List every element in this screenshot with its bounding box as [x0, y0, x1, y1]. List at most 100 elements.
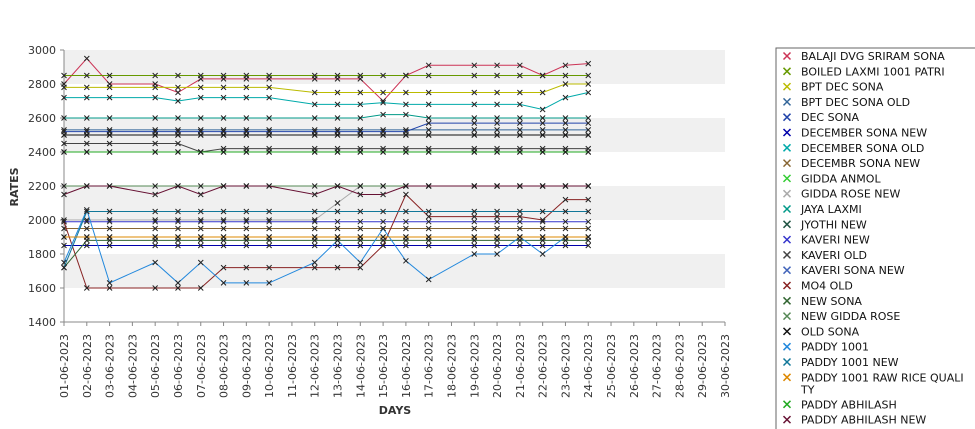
plot-background	[64, 50, 725, 322]
data-point	[494, 127, 500, 133]
grid-band	[64, 50, 725, 84]
legend-marker	[782, 400, 792, 409]
data-point	[357, 89, 364, 96]
x-tick-label: 28-06-2023	[673, 334, 686, 398]
legend-marker	[782, 327, 792, 336]
data-point	[380, 234, 386, 240]
data-point	[403, 72, 409, 79]
data-point	[585, 234, 592, 240]
data-point	[494, 234, 500, 240]
data-point	[61, 72, 67, 79]
data-point	[243, 218, 250, 225]
data-point	[266, 264, 272, 271]
data-point	[243, 132, 250, 138]
data-point	[334, 89, 341, 96]
data-point	[380, 225, 386, 232]
legend-marker	[782, 67, 792, 76]
data-point	[311, 149, 318, 155]
data-point	[585, 149, 592, 155]
data-point	[334, 264, 341, 271]
data-point	[106, 242, 113, 249]
data-point	[152, 132, 159, 138]
data-point	[220, 183, 227, 189]
data-point	[197, 183, 204, 189]
legend: BALAJI DVG SRIRAM SONA BOILED LAXMI 1001 …	[775, 47, 975, 429]
legend-item: KAVERI NEW	[782, 234, 870, 247]
data-point	[334, 234, 341, 240]
legend-label: KAVERI SONA NEW	[801, 264, 905, 277]
data-point	[266, 115, 272, 121]
x-tick-label: 09-06-2023	[240, 334, 253, 398]
data-point	[61, 140, 67, 147]
data-point	[425, 120, 432, 126]
legend-label: GIDDA ANMOL	[801, 172, 881, 185]
x-tick-label: 22-06-2023	[537, 334, 550, 398]
legend-item: KAVERI SONA NEW	[782, 264, 905, 277]
data-point	[585, 120, 592, 126]
data-point	[357, 183, 364, 189]
data-point	[83, 72, 90, 79]
data-point	[175, 72, 181, 79]
data-point	[471, 208, 478, 215]
data-point	[494, 218, 500, 225]
data-point	[562, 196, 569, 203]
data-point	[197, 234, 204, 240]
data-point	[243, 242, 250, 249]
data-point	[83, 242, 90, 249]
legend-label: PADDY ABHILASH	[801, 398, 897, 411]
legend-marker	[782, 342, 792, 351]
data-point	[357, 264, 364, 271]
data-point	[220, 234, 227, 240]
legend-marker	[782, 220, 792, 229]
legend-marker	[782, 174, 792, 183]
data-point	[243, 208, 250, 215]
legend-marker	[782, 250, 792, 259]
data-point	[494, 120, 500, 126]
data-point	[152, 234, 159, 240]
data-point	[220, 115, 227, 121]
data-point	[311, 264, 318, 271]
legend-marker	[782, 159, 792, 168]
data-point	[61, 183, 67, 189]
data-point	[494, 132, 500, 138]
data-point	[425, 218, 432, 225]
legend-marker	[782, 97, 792, 106]
data-point	[266, 132, 272, 138]
data-point	[83, 208, 90, 215]
data-point	[471, 251, 478, 257]
x-tick-label: 14-06-2023	[354, 334, 367, 398]
data-point	[471, 115, 478, 121]
data-point	[152, 72, 159, 79]
series-22	[61, 149, 592, 155]
data-point	[220, 280, 227, 286]
data-point	[334, 115, 341, 121]
data-point	[403, 183, 409, 189]
series-15	[61, 191, 592, 291]
legend-label: BPT DEC SONA	[801, 81, 884, 94]
x-tick-label: 15-06-2023	[377, 334, 390, 398]
data-point	[266, 280, 272, 286]
data-point	[539, 225, 546, 232]
data-point	[380, 218, 386, 225]
data-point	[61, 218, 67, 225]
data-point	[311, 101, 318, 108]
data-point	[106, 149, 113, 155]
data-point	[562, 225, 569, 232]
data-point	[334, 242, 341, 249]
data-point	[585, 208, 592, 215]
data-point	[243, 84, 250, 91]
data-point	[197, 191, 204, 198]
data-point	[83, 149, 90, 155]
series-2	[61, 81, 592, 96]
data-point	[494, 62, 500, 69]
data-point	[539, 217, 546, 223]
data-point	[357, 208, 364, 215]
data-point	[152, 208, 159, 215]
data-point	[585, 72, 592, 79]
data-point	[266, 84, 272, 91]
legend-item: PADDY 1001	[782, 341, 869, 354]
data-point	[311, 89, 318, 96]
data-point	[380, 72, 386, 79]
data-point	[83, 94, 90, 101]
data-point	[334, 101, 341, 108]
